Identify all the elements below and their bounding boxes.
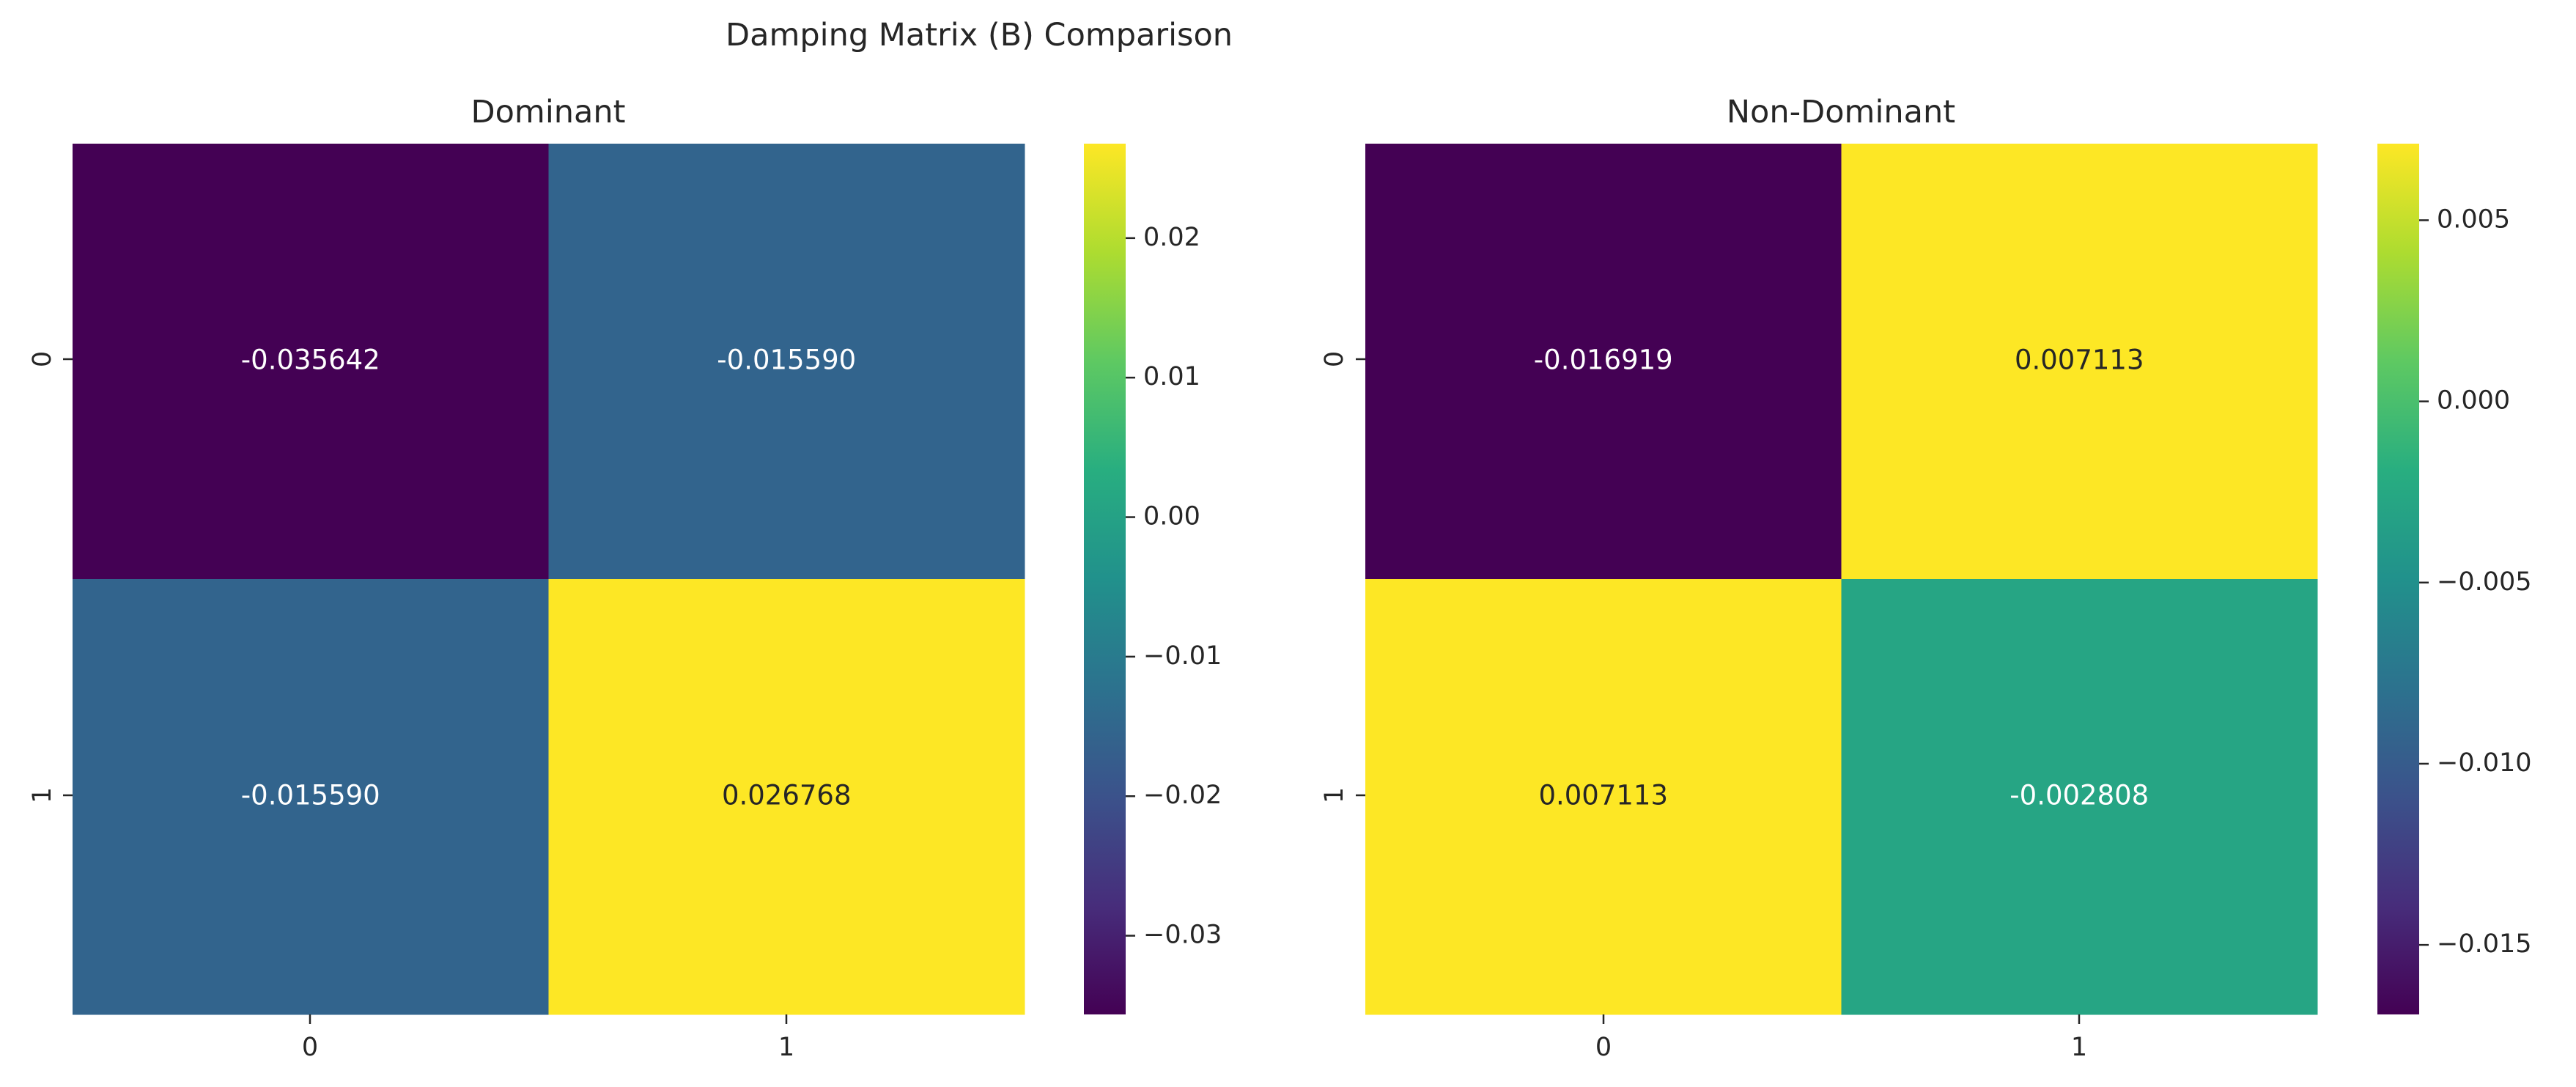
- heatmap-panel-dominant: Dominant -0.035642 -0.015590 -0.015590 0.02…: [28, 94, 1222, 1062]
- heatmap-cell: [548, 579, 1025, 1015]
- figure-title: Damping Matrix (B) Comparison: [726, 17, 1233, 54]
- x-tick-label: 1: [778, 1033, 794, 1062]
- heatmap-cells-dominant: -0.035642 -0.015590 -0.015590 0.026768: [73, 144, 1025, 1015]
- cell-value-label: 0.007113: [1538, 780, 1668, 811]
- colorbar-non-dominant: −0.015 −0.010 −0.005 0.000 0.005: [2377, 144, 2532, 1014]
- heatmap-cell: [73, 144, 549, 580]
- heatmap-cell: [1841, 579, 2318, 1015]
- cell-value-label: -0.035642: [241, 344, 380, 376]
- y-tick-label: 1: [1320, 787, 1349, 803]
- cell-value-label: 0.026768: [722, 780, 852, 811]
- colorbar-tick-label: −0.005: [2437, 567, 2532, 597]
- cell-value-label: -0.015590: [717, 344, 856, 376]
- x-axis-non-dominant: 0 1: [1595, 1014, 2087, 1062]
- y-axis-dominant: 0 1: [28, 351, 73, 803]
- colorbar-tick-label: −0.03: [1143, 921, 1222, 950]
- colorbar-tick-label: 0.000: [2437, 386, 2510, 416]
- colorbar-tick-label: −0.02: [1143, 781, 1222, 810]
- cell-value-label: -0.015590: [241, 780, 380, 811]
- heatmap-cell: [1841, 144, 2318, 580]
- heatmap-cell: [1365, 144, 1842, 580]
- x-axis-dominant: 0 1: [302, 1014, 794, 1062]
- y-tick-label: 0: [1320, 351, 1349, 367]
- x-tick-label: 1: [2071, 1033, 2087, 1062]
- cell-value-label: -0.002808: [2009, 780, 2149, 811]
- colorbar-tick-label: 0.00: [1143, 502, 1200, 531]
- panel-title-dominant: Dominant: [471, 94, 626, 130]
- y-axis-non-dominant: 0 1: [1320, 351, 1365, 803]
- heatmap-cell: [1365, 579, 1842, 1015]
- colorbar-tick-label: 0.01: [1143, 362, 1200, 391]
- heatmap-cell: [73, 579, 549, 1015]
- x-tick-label: 0: [302, 1033, 318, 1062]
- colorbar-tick-label: −0.015: [2437, 929, 2532, 959]
- colorbar-gradient: [1084, 144, 1126, 1014]
- colorbar-tick-label: −0.01: [1143, 641, 1222, 671]
- colorbar-dominant: −0.03 −0.02 −0.01 0.00 0.01 0.02: [1084, 144, 1222, 1014]
- panel-title-non-dominant: Non-Dominant: [1727, 94, 1955, 130]
- colorbar-gradient: [2377, 144, 2419, 1014]
- heatmap-cells-non-dominant: -0.016919 0.007113 0.007113 -0.002808: [1365, 144, 2318, 1015]
- colorbar-tick-label: −0.010: [2437, 748, 2532, 778]
- y-tick-label: 0: [28, 351, 57, 367]
- heatmap-cell: [548, 144, 1025, 580]
- cell-value-label: -0.016919: [1534, 344, 1673, 376]
- colorbar-tick-label: 0.005: [2437, 204, 2510, 234]
- y-tick-label: 1: [28, 787, 57, 803]
- cell-value-label: 0.007113: [2015, 344, 2144, 376]
- x-tick-label: 0: [1595, 1033, 1612, 1062]
- colorbar-tick-label: 0.02: [1143, 223, 1200, 252]
